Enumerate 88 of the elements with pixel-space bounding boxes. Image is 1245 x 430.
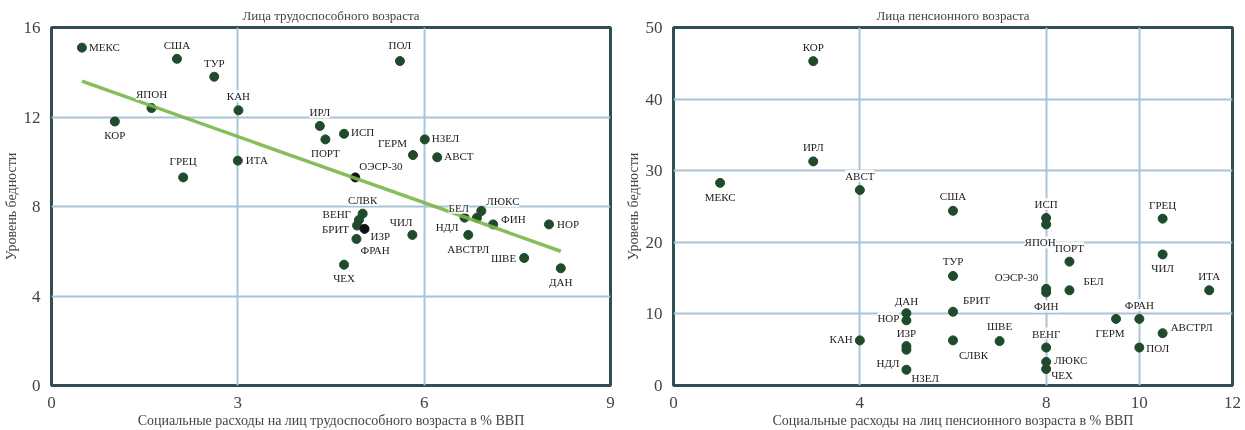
annotation: АВСТ [845, 170, 875, 183]
annotation: ШВЕ [987, 320, 1013, 333]
annotation: ШВЕ [491, 251, 517, 264]
annotation: НОР [877, 312, 900, 325]
annotation: ФРАН [360, 243, 390, 256]
annotation: БЕЛ [1083, 275, 1105, 288]
annotation: МЕКС [704, 190, 736, 203]
y-tick-label: 0 [654, 376, 663, 395]
annotation: ПОРТ [310, 147, 341, 160]
annotation: ЧЕХ [1051, 369, 1074, 382]
annotation: ИЗР [896, 327, 917, 340]
annotation: ОЭСР-30 [359, 160, 404, 173]
annotation: БРИТ [321, 222, 350, 235]
annotation: КОР [104, 129, 126, 142]
annotation: НДЛ [435, 220, 460, 233]
x-axis-title: Социальные расходы на лиц пенсионного возраста в % ВВП [772, 412, 1134, 428]
annotation: ФРАН [1124, 298, 1155, 311]
annotation: ИТА [1198, 270, 1221, 283]
chart-title: Лица трудоспособного возраста [242, 7, 420, 23]
y-tick-label: 50 [645, 18, 663, 37]
annotation: ГРЕЦ [1149, 198, 1177, 211]
chart-title: Лица пенсионного возраста [876, 7, 1030, 23]
y-axis-title: Уровень бедности [625, 152, 641, 261]
annotation: НДЛ [876, 356, 900, 369]
annotation: ГЕРМ [1095, 326, 1125, 339]
annotation: ИРЛ [802, 141, 825, 154]
annotation: АВСТРЛ [447, 242, 490, 255]
annotation: ОЭСР-30 [994, 270, 1039, 283]
annotation: ЯПОН [1024, 236, 1056, 249]
annotation: ЛЮКС [486, 194, 520, 207]
y-axis-title: Уровень бедности [3, 152, 19, 261]
annotation: НЗЕЛ [431, 132, 460, 145]
annotation: КАН [829, 333, 853, 346]
annotation: ФИН [1033, 300, 1059, 313]
annotation: США [163, 38, 191, 51]
annotation: ПОЛ [388, 39, 412, 52]
annotation: ЯПОН [135, 88, 168, 101]
y-tick-label: 30 [645, 161, 663, 181]
y-tick-label: 12 [23, 107, 41, 127]
annotation: ЧЕХ [333, 271, 356, 284]
annotation: ИТА [245, 153, 268, 166]
x-tick-label: 0 [669, 392, 678, 412]
y-tick-label: 8 [32, 197, 41, 216]
annotation: ИРЛ [309, 105, 331, 118]
y-tick-label: 40 [645, 89, 663, 109]
x-tick-label: 8 [1041, 392, 1051, 412]
x-tick-label: 0 [47, 392, 56, 412]
y-tick-label: 20 [645, 232, 663, 252]
x-tick-label: 10 [1130, 392, 1148, 412]
x-tick-label: 9 [606, 392, 615, 412]
annotation: ВЕНГ [1031, 327, 1061, 340]
annotation: ИСП [1034, 197, 1058, 210]
x-tick-label: 12 [1224, 392, 1241, 412]
annotation: БРИТ [963, 293, 991, 306]
annotation: ДАН [549, 276, 573, 289]
annotation: СЛВК [348, 193, 378, 206]
x-tick-label: 6 [419, 392, 429, 412]
annotation: ДАН [894, 295, 919, 308]
annotation: ВЕНГ [322, 207, 351, 220]
annotation: БЕЛ [448, 201, 470, 214]
annotation: ГЕРМ [378, 137, 408, 150]
y-tick-label: 10 [645, 304, 663, 324]
x-axis-title: Социальные расходы на лиц трудоспособного возраста в % ВВП [137, 412, 525, 428]
y-tick-label: 4 [32, 286, 41, 306]
annotation: ЧИЛ [1151, 262, 1175, 275]
annotation: ПОРТ [1055, 241, 1085, 254]
annotation: ПОЛ [1146, 341, 1170, 354]
annotation: АВСТРЛ [1170, 321, 1214, 334]
annotation: США [939, 189, 967, 202]
x-tick-label: 4 [855, 392, 865, 412]
annotation: ТУР [942, 254, 964, 267]
annotation: МЕКС [88, 40, 120, 53]
annotation: ЧИЛ [389, 215, 413, 228]
annotation: ЛЮКС [1054, 353, 1088, 366]
annotation: ФИН [501, 213, 526, 226]
y-tick-label: 0 [32, 376, 41, 395]
annotation: ТУР [203, 56, 225, 69]
annotation: ГРЕЦ [169, 155, 197, 168]
y-tick-label: 16 [23, 18, 41, 37]
x-tick-label: 3 [233, 392, 243, 412]
annotation: НЗЕЛ [911, 371, 940, 384]
annotation: КАН [226, 90, 251, 103]
annotation: НОР [557, 218, 580, 231]
annotation: СЛВК [959, 349, 989, 362]
annotation: АВСТ [444, 150, 474, 163]
annotation: КОР [802, 41, 824, 54]
annotation: ИЗР [370, 229, 391, 242]
annotation: ИСП [351, 125, 375, 138]
